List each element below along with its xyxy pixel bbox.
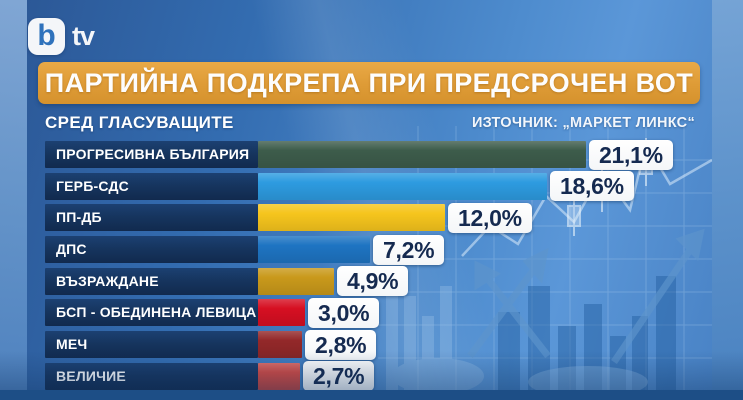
subtitle: СРЕД ГЛАСУВАЩИТЕ: [45, 113, 234, 132]
party-label: ВЪЗРАЖДАНЕ: [45, 267, 258, 295]
bar: [258, 204, 445, 232]
chart-row: ВЪЗРАЖДАНЕ 4,9%: [45, 266, 705, 297]
bar: [258, 141, 586, 168]
value-box: 12,0%: [448, 202, 532, 233]
value-box: 2,7%: [303, 361, 375, 392]
party-label: БСП - ОБЕДИНЕНА ЛЕВИЦА: [45, 299, 258, 327]
value-box: 3,0%: [308, 297, 380, 328]
left-background-band: [0, 0, 27, 392]
subtitle-row: СРЕД ГЛАСУВАЩИТЕ ИЗТОЧНИК: „МАРКЕТ ЛИНКС…: [45, 108, 695, 138]
btv-logo-b: b: [37, 18, 56, 52]
bar: [258, 331, 302, 359]
party-label: МЕЧ: [45, 331, 258, 359]
party-label: ВЕЛИЧИЕ: [45, 362, 258, 390]
chart-row: ВЕЛИЧИЕ 2,7%: [45, 361, 705, 392]
value-box: 21,1%: [589, 139, 673, 170]
chart-row: ДПС 7,2%: [45, 234, 705, 265]
chart-row: ГЕРБ-СДС 18,6%: [45, 171, 705, 202]
chart-row: ПРОГРЕСИВНА БЪЛГАРИЯ 21,1%: [45, 139, 705, 170]
value-box: 18,6%: [550, 171, 634, 202]
bar: [258, 299, 305, 327]
value-box: 2,8%: [305, 329, 377, 360]
bar: [258, 236, 370, 264]
party-label: ПРОГРЕСИВНА БЪЛГАРИЯ: [45, 141, 258, 168]
btv-logo: b tv: [28, 18, 95, 55]
btv-logo-icon: b: [28, 18, 65, 55]
title-banner: ПАРТИЙНА ПОДКРЕПА ПРИ ПРЕДСРОЧЕН ВОТ: [38, 62, 700, 104]
source-credit: ИЗТОЧНИК: „МАРКЕТ ЛИНКС“: [471, 115, 695, 131]
bar: [258, 362, 300, 390]
party-label: ГЕРБ-СДС: [45, 172, 258, 200]
party-label: ПП-ДБ: [45, 204, 258, 232]
bar: [258, 267, 334, 295]
value-box: 4,9%: [337, 266, 409, 297]
party-label: ДПС: [45, 236, 258, 264]
chart-row: МЕЧ 2,8%: [45, 329, 705, 360]
bar-chart: ПРОГРЕСИВНА БЪЛГАРИЯ 21,1% ГЕРБ-СДС 18,6…: [45, 139, 705, 395]
right-background-band: [712, 0, 743, 400]
bottom-shade: [0, 330, 743, 400]
chart-row: ПП-ДБ 12,0%: [45, 202, 705, 233]
page-title: ПАРТИЙНА ПОДКРЕПА ПРИ ПРЕДСРОЧЕН ВОТ: [44, 67, 694, 98]
value-box: 7,2%: [373, 234, 445, 265]
bottom-strip: [0, 390, 743, 400]
bar: [258, 172, 547, 200]
btv-logo-tv: tv: [72, 21, 95, 51]
chart-row: БСП - ОБЕДИНЕНА ЛЕВИЦА 3,0%: [45, 297, 705, 328]
